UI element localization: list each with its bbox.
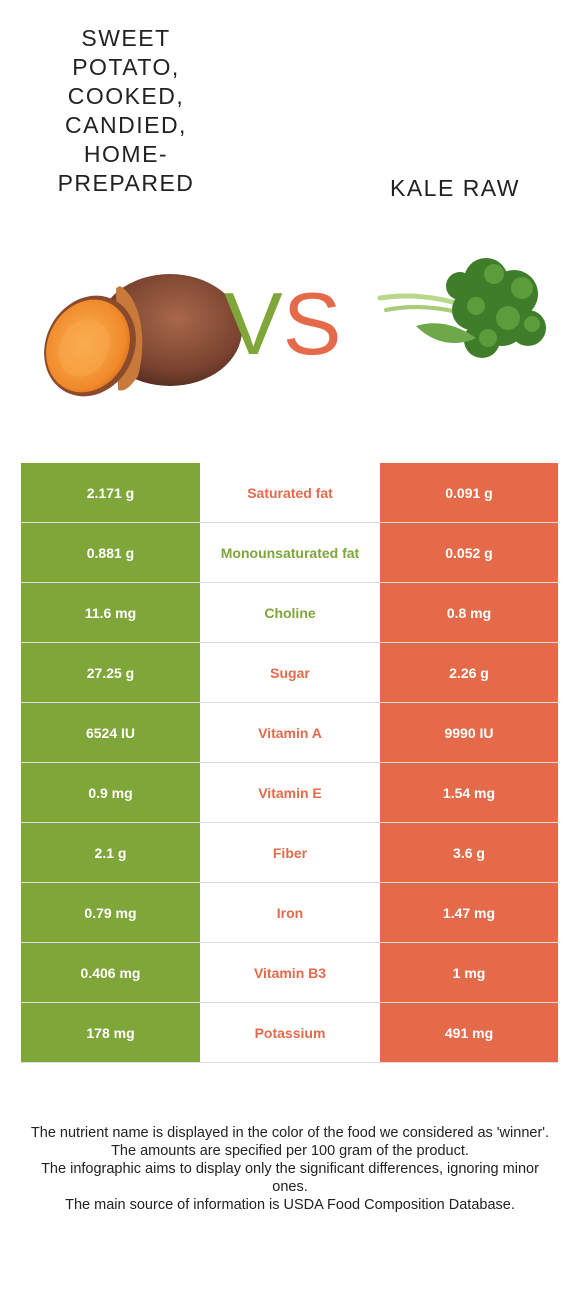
right-value: 9990 IU [380, 702, 558, 763]
footer-notes: The nutrient name is displayed in the co… [22, 1124, 558, 1214]
left-value: 2.171 g [21, 463, 200, 523]
table-row: 0.406 mg Vitamin B3 1 mg [21, 942, 558, 1003]
right-value: 1.47 mg [380, 882, 558, 943]
nutrient-name: Vitamin B3 [200, 942, 380, 1003]
right-value: 0.8 mg [380, 582, 558, 643]
left-value: 178 mg [21, 1002, 200, 1063]
table-row: 0.9 mg Vitamin E 1.54 mg [21, 762, 558, 823]
nutrient-name: Choline [200, 582, 380, 643]
vs-v: V [224, 274, 283, 373]
left-title-line: PREPARED [57, 170, 195, 196]
nutrient-name: Potassium [200, 1002, 380, 1063]
vs-label: VS [224, 280, 341, 368]
nutrient-name: Iron [200, 882, 380, 943]
right-value: 491 mg [380, 1002, 558, 1063]
right-value: 0.052 g [380, 522, 558, 583]
left-title-line: HOME- [83, 141, 169, 167]
sweet-potato-image [44, 274, 242, 397]
right-food-title: KALE RAW [389, 175, 520, 201]
table-row: 178 mg Potassium 491 mg [21, 1002, 558, 1063]
right-value: 0.091 g [380, 463, 558, 523]
left-value: 0.406 mg [21, 942, 200, 1003]
left-title-line: SWEET [81, 25, 171, 51]
footer-note: The infographic aims to display only the… [41, 1161, 539, 1195]
right-value: 3.6 g [380, 822, 558, 883]
left-food-title: SWEET POTATO, COOKED, CANDIED, HOME- PRE… [40, 24, 212, 198]
left-value: 6524 IU [21, 702, 200, 763]
left-value: 0.9 mg [21, 762, 200, 823]
table-row: 27.25 g Sugar 2.26 g [21, 642, 558, 703]
table-row: 11.6 mg Choline 0.8 mg [21, 582, 558, 643]
table-row: 0.79 mg Iron 1.47 mg [21, 882, 558, 943]
left-title-line: POTATO, [72, 54, 180, 80]
left-value: 0.79 mg [21, 882, 200, 943]
left-value: 2.1 g [21, 822, 200, 883]
left-title-line: COOKED, [67, 83, 185, 109]
nutrient-name: Saturated fat [200, 463, 380, 523]
right-value: 1 mg [380, 942, 558, 1003]
nutrient-name: Sugar [200, 642, 380, 703]
nutrient-name: Fiber [200, 822, 380, 883]
vs-s: S [282, 274, 342, 373]
left-title-line: CANDIED, [65, 112, 187, 138]
table-row: 0.881 g Monounsaturated fat 0.052 g [21, 522, 558, 583]
nutrient-comparison-table: 2.171 g Saturated fat 0.091 g 0.881 g Monoun… [21, 463, 558, 1063]
left-value: 0.881 g [21, 522, 200, 583]
nutrient-name: Vitamin A [200, 702, 380, 763]
kale-image [377, 258, 546, 358]
footer-note: The amounts are specified per 100 gram o… [111, 1143, 469, 1159]
footer-note: The main source of information is USDA F… [65, 1197, 515, 1213]
table-row: 2.171 g Saturated fat 0.091 g [21, 463, 558, 523]
table-row: 2.1 g Fiber 3.6 g [21, 822, 558, 883]
table-row: 6524 IU Vitamin A 9990 IU [21, 702, 558, 763]
nutrient-name: Monounsaturated fat [200, 522, 380, 583]
nutrient-name: Vitamin E [200, 762, 380, 823]
right-value: 2.26 g [380, 642, 558, 703]
right-value: 1.54 mg [380, 762, 558, 823]
footer-note: The nutrient name is displayed in the co… [30, 1125, 550, 1141]
left-value: 11.6 mg [21, 582, 200, 643]
left-value: 27.25 g [21, 642, 200, 703]
